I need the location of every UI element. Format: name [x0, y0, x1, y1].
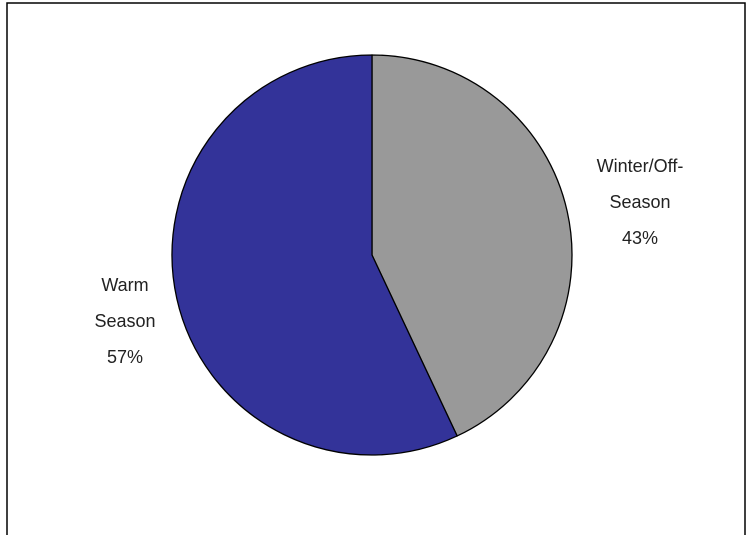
- slice-label: Warm Season 57%: [73, 267, 177, 375]
- pie-slice: [371, 54, 573, 437]
- category-label: Warm Season: [94, 275, 156, 331]
- slice-label: Winter/Off-Season 43%: [588, 148, 692, 256]
- value-label: 43%: [621, 228, 659, 248]
- category-label: Winter/Off-Season: [596, 156, 684, 212]
- pie-slice: [171, 54, 459, 456]
- value-label: 57%: [106, 347, 144, 367]
- chart-frame: [6, 2, 746, 535]
